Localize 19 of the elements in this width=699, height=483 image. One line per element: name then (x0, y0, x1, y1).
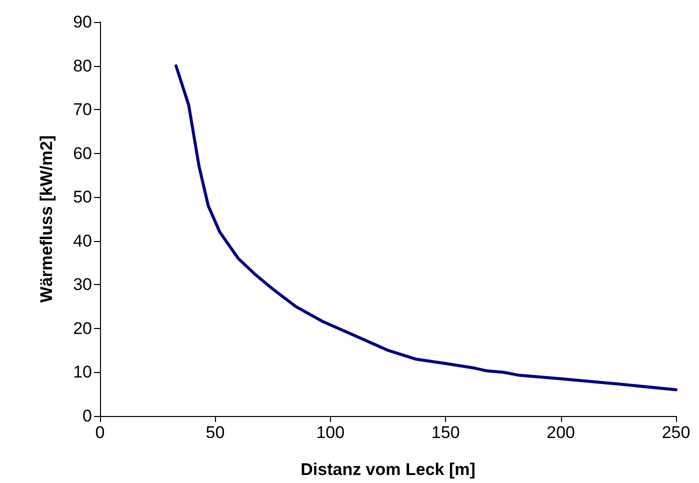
x-tick-label: 150 (431, 423, 460, 442)
x-tick-label: 50 (206, 423, 225, 442)
x-tick-label: 0 (95, 423, 105, 442)
y-tick-label: 60 (73, 144, 92, 163)
y-tick-label: 30 (73, 275, 92, 294)
y-axis-title: Wärmefluss [kW/m2] (37, 135, 56, 303)
y-tick-label: 50 (73, 188, 92, 207)
x-tick-label: 200 (546, 423, 575, 442)
y-tick-label: 40 (73, 231, 92, 250)
y-tick-label: 10 (73, 362, 92, 382)
line-series (174, 64, 678, 392)
y-tick-label: 20 (73, 318, 92, 338)
y-tick-label: 90 (73, 12, 92, 32)
y-tick-label: 70 (73, 100, 92, 120)
x-tick-label: 250 (662, 423, 690, 442)
x-axis-title: Distanz vom Leck [m] (300, 460, 476, 479)
y-tick-label: 80 (73, 56, 92, 76)
y-tick-label: 0 (82, 406, 92, 426)
x-tick-label: 100 (316, 423, 345, 442)
